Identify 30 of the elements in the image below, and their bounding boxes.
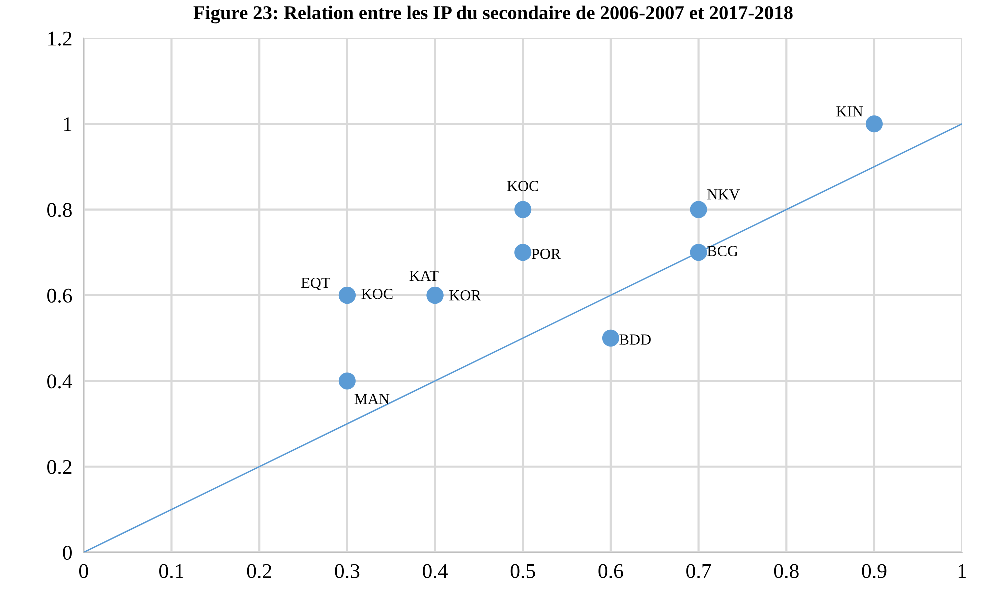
annotation: EQT [302, 278, 331, 291]
annotation: BCG [708, 246, 738, 256]
x-tick-label: 0.1 [160, 564, 184, 578]
annotation: MAN [354, 394, 390, 404]
x-tick-label: 0.2 [247, 564, 272, 578]
y-tick-label: 0.4 [48, 374, 72, 389]
x-tick-label: 0.4 [423, 564, 448, 578]
x-tick-label: 0.9 [862, 564, 887, 578]
y-tick-label: 0.8 [48, 203, 72, 218]
x-tick-label: 0.8 [774, 564, 799, 578]
annotation: KOC [362, 289, 393, 300]
annotation: NKV [708, 190, 740, 200]
y-tick-label: 1 [64, 118, 72, 132]
annotation: BDD [620, 334, 651, 345]
annotation: KIN [836, 106, 864, 117]
annotation: POR [532, 248, 562, 260]
y-tick-label: 0.6 [48, 288, 72, 304]
annotation: KOR [450, 290, 482, 301]
annotation: KOC [507, 181, 538, 192]
y-tick-label: 0 [63, 546, 72, 560]
x-tick-label: 0 [79, 564, 88, 578]
x-tick-label: 0.5 [510, 564, 536, 578]
annotation: KAT [410, 271, 439, 282]
x-tick-label: 0.3 [335, 564, 360, 578]
y-tick-label: 1.2 [48, 32, 72, 46]
x-tick-label: 0.6 [598, 564, 624, 578]
chart-title: Figure 23: Relation entre les IP du secondaire de 2006-2007 et 2017-2018 [194, 6, 793, 24]
x-tick-label: 1 [958, 564, 966, 578]
y-tick-label: 0.2 [48, 460, 72, 474]
x-tick-label: 0.7 [686, 564, 712, 578]
